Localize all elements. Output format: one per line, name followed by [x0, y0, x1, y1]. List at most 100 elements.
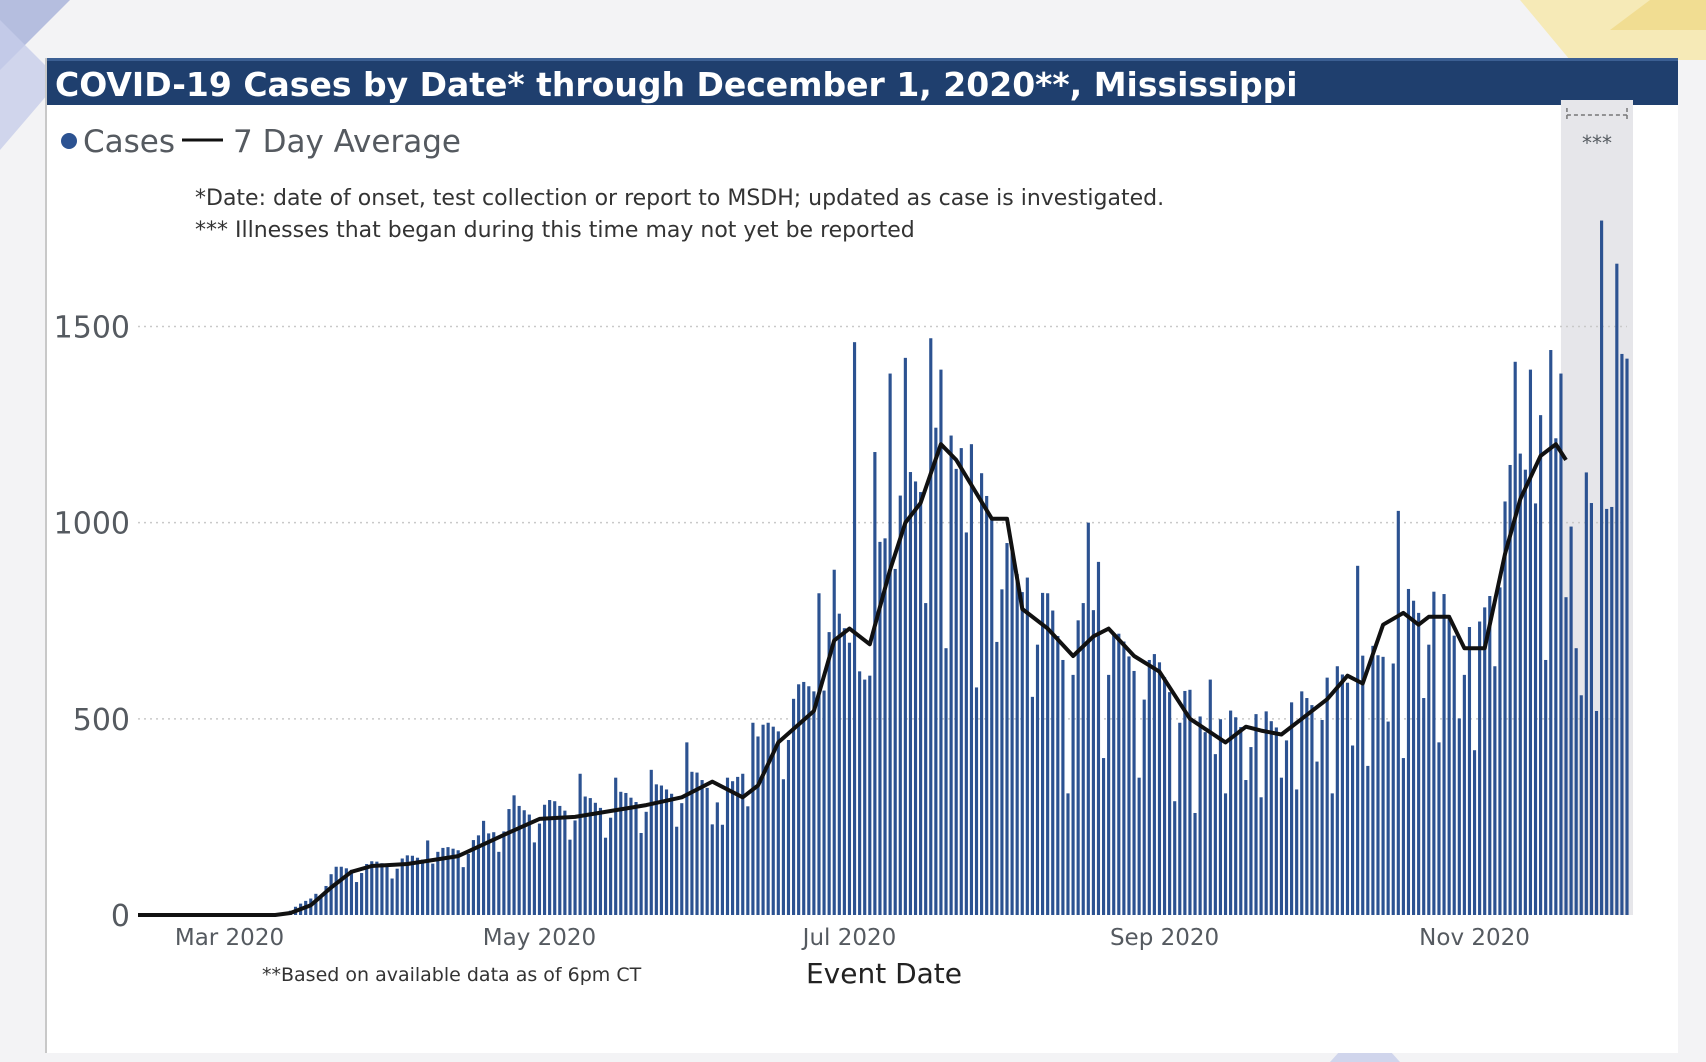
cases-bar	[781, 779, 785, 915]
lag-note: *** Illnesses that began during this tim…	[195, 218, 915, 243]
cases-bar	[1147, 659, 1151, 915]
cases-bar	[695, 772, 699, 915]
cases-bar	[629, 797, 633, 915]
cases-bar	[1041, 592, 1045, 915]
cases-bar	[837, 613, 841, 915]
cases-bar	[578, 773, 582, 915]
cases-bar	[888, 373, 892, 915]
cases-bar	[1025, 577, 1029, 915]
cases-bar	[1056, 636, 1060, 915]
cases-bar	[563, 810, 567, 915]
cases-bar	[898, 495, 902, 915]
seven-day-average-line	[138, 442, 1568, 917]
cases-bar	[1386, 721, 1390, 915]
cases-bar	[1091, 610, 1095, 915]
reporting-lag-marker: ***	[1582, 131, 1612, 155]
cases-bar	[522, 810, 526, 915]
cases-bar	[1544, 659, 1548, 915]
cases-bar	[492, 832, 496, 915]
cases-bar	[715, 802, 719, 915]
cases-bar	[365, 863, 369, 915]
y-tick-label: 0	[111, 899, 130, 934]
cases-bar	[380, 863, 384, 915]
cases-bar	[736, 776, 740, 915]
cases-bar	[720, 824, 724, 915]
cases-bar	[1117, 633, 1121, 915]
cases-bar	[1168, 692, 1172, 915]
cases-bar	[1518, 453, 1522, 915]
cases-bar	[1101, 758, 1106, 915]
cases-bar	[1371, 645, 1375, 915]
cases-bar	[654, 784, 658, 915]
cases-bar	[1584, 472, 1588, 915]
x-tick-label: Mar 2020	[175, 925, 284, 951]
cases-bar	[1600, 220, 1604, 916]
cases-bar	[1493, 666, 1497, 915]
cases-bar	[1361, 655, 1365, 915]
cases-bar	[847, 642, 852, 915]
cases-bar	[553, 801, 557, 915]
cases-bar	[1162, 677, 1167, 915]
legend-cases-label: Cases	[83, 124, 175, 160]
cases-bar	[1157, 662, 1162, 915]
cases-bar	[1030, 696, 1034, 915]
cases-bar	[893, 568, 897, 915]
y-tick-label: 500	[73, 703, 130, 738]
cases-bar	[410, 855, 414, 915]
cases-bar	[908, 472, 913, 915]
cases-bar	[603, 837, 608, 915]
cases-bar	[705, 787, 709, 915]
cases-bar	[441, 847, 445, 915]
cases-bar	[1549, 350, 1553, 915]
chart-title: COVID-19 Cases by Date* through December…	[47, 58, 1678, 105]
cases-bar	[593, 802, 597, 915]
cases-bar	[751, 722, 755, 915]
cases-bar	[731, 781, 735, 915]
cases-bar	[385, 864, 389, 915]
cases-bar	[1411, 600, 1416, 915]
cases-bar	[502, 831, 506, 915]
cases-bar	[1254, 714, 1258, 915]
cases-bar	[929, 338, 933, 915]
cases-bar	[1427, 644, 1431, 915]
cases-bar	[1528, 369, 1533, 916]
cases-bar	[680, 803, 684, 915]
cases-bar	[329, 874, 333, 915]
cases-bar	[1462, 674, 1466, 915]
cases-bar	[619, 791, 623, 915]
cases-bar	[1086, 522, 1090, 915]
cases-bar	[649, 769, 653, 915]
cases-bar	[466, 853, 470, 915]
cases-bar	[588, 798, 592, 915]
cases-bar	[1498, 587, 1502, 915]
cases-bar	[1295, 789, 1299, 915]
cases-bar	[1234, 717, 1238, 915]
cases-bar	[1076, 620, 1080, 915]
cases-bar	[415, 857, 420, 915]
cases-bar	[370, 861, 374, 915]
cases-bar	[670, 793, 674, 915]
cases-bar	[746, 806, 750, 915]
cases-bar	[939, 369, 943, 916]
cases-bar	[1539, 415, 1543, 915]
cases-bar	[842, 628, 846, 915]
cases-bar	[1218, 719, 1223, 915]
reporting-lag-bracket	[1566, 108, 1628, 122]
cases-bar	[1132, 670, 1136, 915]
cases-bar	[954, 468, 958, 915]
cases-bar	[1051, 610, 1055, 915]
cases-bar	[1046, 593, 1050, 915]
cases-bar	[1122, 641, 1126, 915]
cases-bars	[278, 220, 1629, 916]
cases-bar	[1259, 797, 1263, 915]
cases-bar	[1096, 561, 1101, 915]
cases-bar	[1193, 812, 1197, 915]
x-tick-label: Nov 2020	[1419, 925, 1530, 951]
cases-bar	[832, 569, 836, 915]
cases-bar	[1615, 263, 1619, 916]
cases-bar	[375, 861, 379, 915]
cases-bar	[624, 792, 628, 915]
cases-bar	[319, 895, 323, 915]
cases-bar	[675, 826, 679, 915]
cases-bar	[426, 840, 430, 915]
